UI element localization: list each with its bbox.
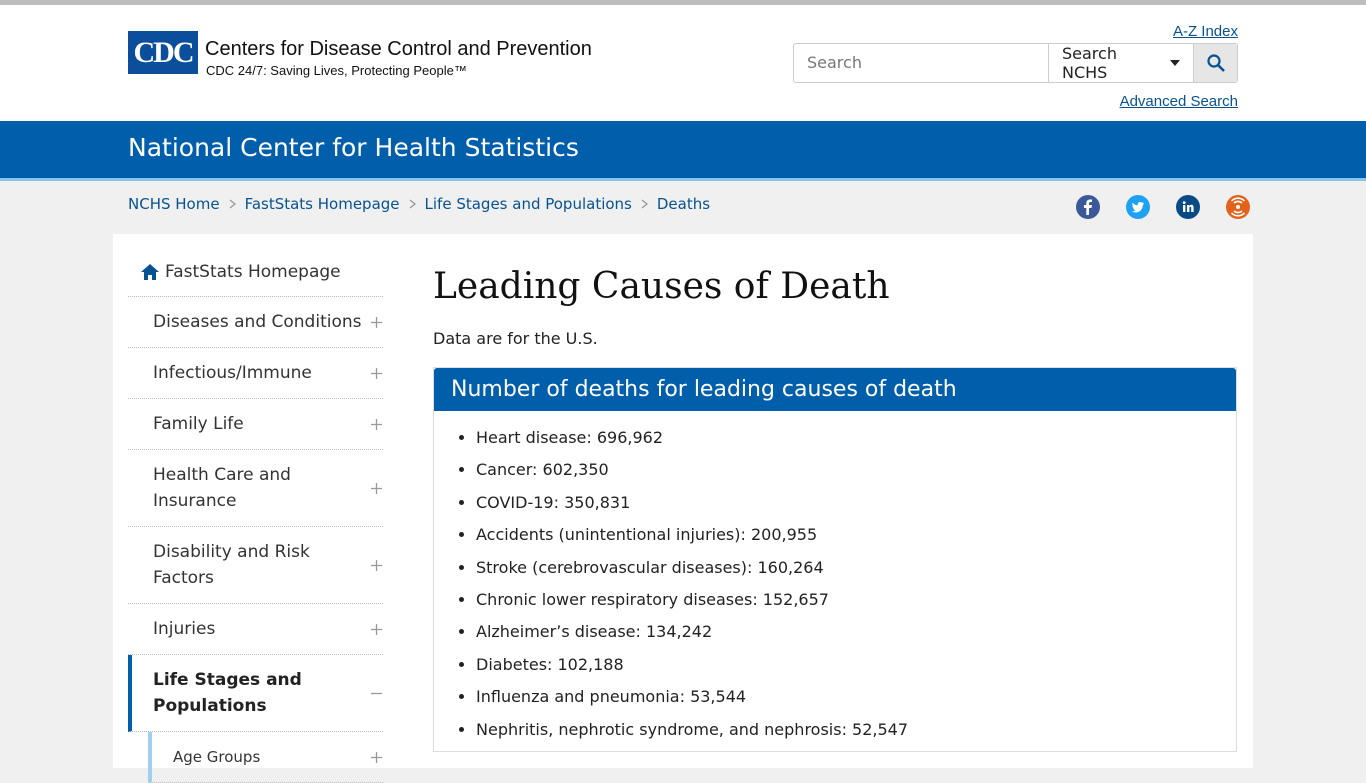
sidebar-item[interactable]: Life Stages and Populations bbox=[128, 655, 383, 732]
breadcrumb-link[interactable]: NCHS Home bbox=[128, 195, 220, 213]
home-icon bbox=[141, 264, 159, 280]
logo[interactable]: CDC bbox=[128, 31, 198, 74]
cause-item: Nephritis, nephrotic syndrome, and nephr… bbox=[476, 719, 1236, 741]
main-content: Leading Causes of Death Data are for the… bbox=[433, 266, 1237, 752]
sidebar-label: Family Life bbox=[153, 414, 244, 434]
minus-icon bbox=[371, 692, 382, 694]
plus-icon bbox=[371, 623, 382, 635]
sidebar-label: Age Groups bbox=[173, 748, 261, 766]
sidebar-item[interactable]: Injuries bbox=[128, 604, 383, 655]
content: FastStats Homepage Diseases and Conditio… bbox=[113, 234, 1253, 783]
cause-item: Influenza and pneumonia: 53,544 bbox=[476, 686, 1236, 708]
az-index[interactable]: A-Z Index bbox=[1172, 23, 1238, 40]
sidebar-item[interactable]: Disability and Risk Factors bbox=[128, 527, 383, 604]
sidebar-item[interactable]: Health Care and Insurance bbox=[128, 450, 383, 527]
home-label: FastStats Homepage bbox=[165, 262, 341, 282]
plus-icon bbox=[371, 751, 382, 763]
box-title: Number of deaths for leading causes of d… bbox=[434, 368, 1236, 411]
sidebar-item[interactable]: Diseases and Conditions bbox=[128, 297, 383, 348]
plus-icon bbox=[371, 418, 382, 430]
twitter-icon[interactable] bbox=[1126, 195, 1150, 219]
plus-icon bbox=[371, 367, 382, 379]
sidebar-item[interactable]: Infectious/Immune bbox=[128, 348, 383, 399]
breadcrumb-link[interactable]: Life Stages and Populations bbox=[424, 195, 632, 213]
plus-icon bbox=[371, 316, 382, 328]
breadcrumbs: NCHS Home FastStats Homepage Life Stages a… bbox=[128, 195, 710, 213]
sidebar-label: Life Stages and Populations bbox=[153, 670, 302, 716]
facebook-icon[interactable] bbox=[1076, 195, 1100, 219]
advanced-search[interactable]: Advanced Search bbox=[1119, 93, 1238, 110]
top-bar bbox=[0, 0, 1366, 5]
linkedin-icon[interactable] bbox=[1176, 195, 1200, 219]
header: CDC Centers for Disease Control and Prev… bbox=[0, 5, 1366, 121]
page-title: Leading Causes of Death bbox=[433, 266, 890, 307]
sidebar-item[interactable]: Family Life bbox=[128, 399, 383, 450]
plus-icon bbox=[371, 559, 382, 571]
sidebar-label: Disability and Risk Factors bbox=[153, 542, 310, 588]
plus-icon bbox=[371, 482, 382, 494]
sidebar-items: Diseases and Conditions Infectious/Immune… bbox=[128, 297, 383, 783]
sidebar-label: Diseases and Conditions bbox=[153, 312, 362, 332]
cause-item: Heart disease: 696,962 bbox=[476, 427, 1236, 449]
search-icon bbox=[1206, 54, 1225, 72]
syndication-icon[interactable] bbox=[1226, 195, 1250, 219]
sidebar-label: Injuries bbox=[153, 619, 216, 639]
sidebar-label: Health Care and Insurance bbox=[153, 465, 291, 511]
cause-item: Diabetes: 102,188 bbox=[476, 654, 1236, 676]
cause-list: Heart disease: 696,962 Cancer: 602,350 COV… bbox=[434, 427, 1236, 741]
sidebar: FastStats Homepage Diseases and Conditio… bbox=[128, 256, 383, 783]
search-bar: Search Search NCHS bbox=[793, 43, 1238, 83]
breadcrumb-bar: NCHS Home FastStats Homepage Life Stages a… bbox=[0, 181, 1366, 234]
chevron-icon bbox=[641, 199, 648, 209]
search-scope[interactable]: Search NCHS bbox=[1049, 44, 1194, 82]
sidebar-subitem[interactable]: Age Groups bbox=[148, 732, 383, 783]
breadcrumb-link[interactable]: FastStats Homepage bbox=[244, 195, 400, 213]
social-links bbox=[1076, 195, 1250, 219]
cause-item: COVID-19: 350,831 bbox=[476, 492, 1236, 514]
caret bbox=[1170, 60, 1180, 66]
cause-item: Chronic lower respiratory diseases: 152,… bbox=[476, 589, 1236, 611]
scope-label: Search NCHS bbox=[1062, 44, 1117, 82]
chevron-icon bbox=[409, 199, 416, 209]
breadcrumb-link[interactable]: Deaths bbox=[656, 195, 711, 213]
banner[interactable]: National Center for Health Statistics bbox=[0, 121, 1366, 181]
search-button[interactable] bbox=[1194, 44, 1237, 82]
chevron-icon bbox=[229, 199, 236, 209]
tagline: CDC 24/7: Saving Lives, Protecting Peopl… bbox=[206, 63, 467, 78]
cause-item: Alzheimer’s disease: 134,242 bbox=[476, 621, 1236, 643]
sidebar-home[interactable]: FastStats Homepage bbox=[128, 256, 383, 297]
data-box: Number of deaths for leading causes of d… bbox=[433, 367, 1237, 752]
org-name[interactable]: Centers for Disease Control and Preventi… bbox=[205, 38, 592, 60]
search-input[interactable]: Search bbox=[794, 44, 1049, 82]
cause-item: Stroke (cerebrovascular diseases): 160,2… bbox=[476, 557, 1236, 579]
sidebar-label: Infectious/Immune bbox=[153, 363, 312, 383]
cause-item: Accidents (unintentional injuries): 200,… bbox=[476, 524, 1236, 546]
cause-item: Cancer: 602,350 bbox=[476, 459, 1236, 481]
intro: Data are for the U.S. bbox=[433, 329, 598, 348]
